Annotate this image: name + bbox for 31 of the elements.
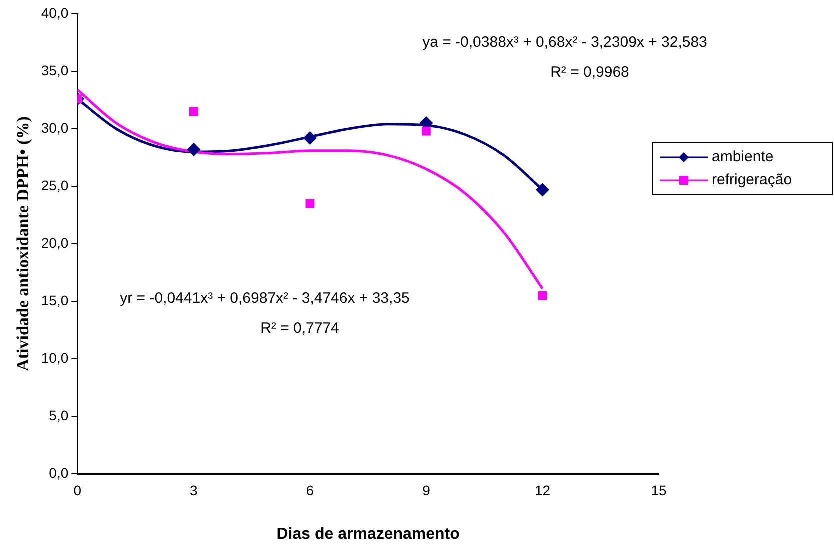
point (189, 107, 198, 116)
point (536, 184, 549, 196)
x-tick-label: 15 (651, 482, 667, 498)
legend-label: refrigeração (712, 172, 792, 189)
y-tick-label: 20,0 (41, 234, 69, 251)
point (304, 132, 316, 144)
x-tick-label: 0 (74, 482, 82, 498)
y-tick-label: 25,0 (41, 177, 69, 194)
y-tick-label: 0,0 (49, 464, 69, 481)
y-tick-label: 40,0 (41, 4, 69, 21)
point (422, 126, 431, 136)
annotation: R² = 0,7774 (260, 320, 340, 337)
annotation: yr = -0,0441x³ + 0,6987x² - 3,4746x + 33,35 (120, 290, 410, 307)
x-tick-label: 3 (190, 482, 198, 498)
y-tick-label: 15,0 (41, 292, 69, 308)
y-tick-label: 30,0 (41, 120, 69, 136)
legend-label: ambiente (712, 148, 774, 166)
point (188, 143, 200, 156)
x-tick-label: 9 (422, 482, 431, 498)
y-tick-label: 10,0 (41, 350, 69, 366)
x-tick-label: 12 (534, 482, 551, 498)
annotation: ya = -0,0388x³ + 0,68x² - 3,2309x + 32,583 (422, 34, 708, 51)
x-axis-title: Dias de armazenamento (276, 526, 460, 543)
line-series (78, 88, 544, 290)
point (306, 199, 315, 208)
point (538, 291, 548, 300)
y-axis-title: Atividade antioxidante DPPH• (%) (14, 116, 33, 372)
y-tick-label: 5,0 (49, 407, 69, 424)
y-tick-label: 35,0 (41, 62, 69, 78)
x-tick-label: 6 (306, 482, 314, 498)
annotation: R² = 0,9968 (550, 64, 630, 81)
